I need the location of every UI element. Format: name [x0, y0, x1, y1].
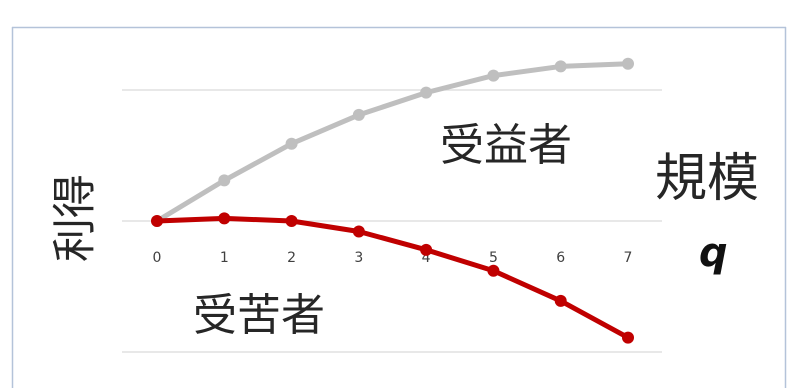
data-point [554, 60, 567, 73]
x-tick-label: 4 [422, 250, 431, 266]
y-axis-label: 利得 [50, 174, 101, 262]
series [151, 57, 634, 344]
x-tick-label: 0 [153, 250, 162, 266]
data-point [218, 212, 231, 225]
x-axis-symbol: q [699, 230, 728, 276]
data-point [285, 137, 298, 150]
data-point [487, 264, 500, 277]
data-point [622, 331, 634, 344]
data-point [352, 108, 365, 121]
x-tick-label: 2 [287, 250, 296, 266]
x-tick-labels: 0 1 2 3 4 5 6 7 [153, 250, 633, 266]
data-point [622, 57, 634, 70]
x-tick-label: 3 [354, 250, 363, 266]
data-point [420, 243, 433, 256]
series-line-sufferers [154, 215, 631, 341]
x-axis-label: 規模 [655, 149, 759, 209]
x-tick-label: 6 [556, 250, 565, 266]
x-tick-label: 7 [624, 250, 633, 266]
data-point [218, 174, 231, 187]
data-point [352, 225, 365, 238]
series-line-beneficiaries [154, 61, 631, 224]
series-label-beneficiaries: 受益者 [440, 120, 572, 171]
data-point [151, 215, 163, 227]
data-point [420, 86, 433, 99]
data-point [285, 215, 298, 227]
series-label-sufferers: 受苦者 [193, 290, 325, 341]
data-point [554, 294, 567, 307]
data-point [487, 69, 500, 82]
x-tick-label: 5 [489, 250, 498, 266]
x-tick-label: 1 [220, 250, 229, 266]
